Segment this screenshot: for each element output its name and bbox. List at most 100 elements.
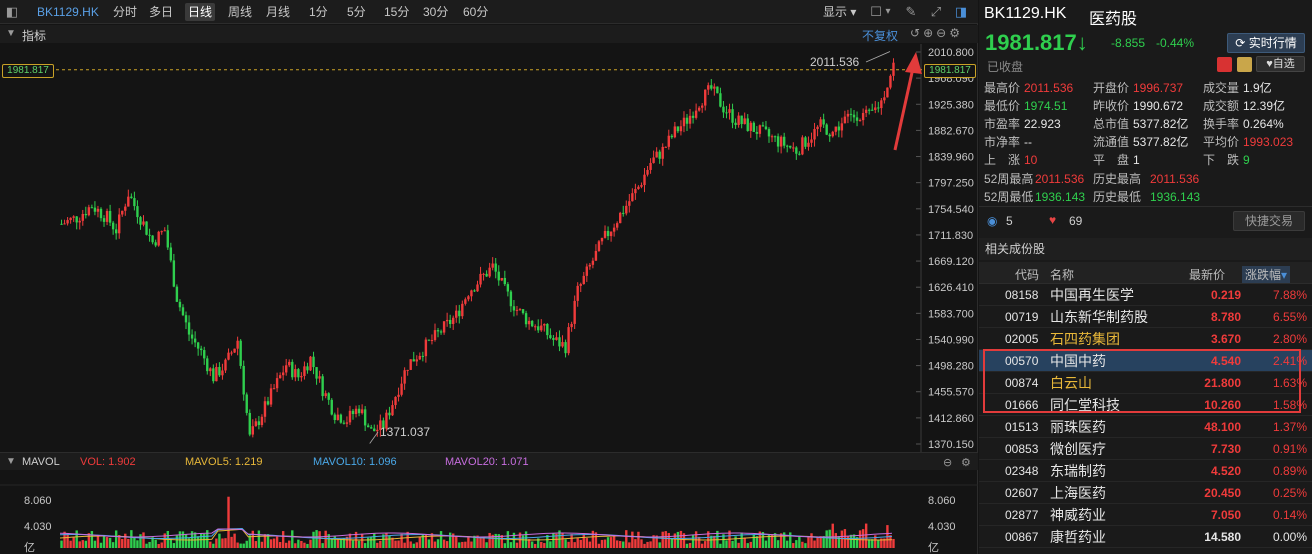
col-price[interactable]: 最新价: [1189, 266, 1225, 283]
period-tab-0[interactable]: 分时: [110, 3, 140, 21]
volume-bar-item: [285, 543, 287, 548]
volume-bar-item: [428, 539, 430, 548]
candle-body: [252, 426, 254, 434]
collapse-icon[interactable]: ▼: [6, 28, 16, 39]
zoom-in-icon[interactable]: ⊕: [923, 26, 936, 40]
table-row[interactable]: 02877 神威药业 7.050 0.14%: [979, 504, 1312, 526]
volume-bar-item: [631, 532, 633, 548]
period-tab-8[interactable]: 30分: [420, 3, 451, 21]
candle-body: [167, 230, 169, 247]
pen-icon[interactable]: ✎: [903, 4, 919, 20]
candle-body: [710, 85, 712, 88]
stat-value: 0.264%: [1243, 116, 1284, 133]
table-row[interactable]: 00853 微创医疗 7.730 0.91%: [979, 438, 1312, 460]
candle-body: [321, 376, 323, 396]
volume-bar-item: [215, 539, 217, 548]
kline-chart[interactable]: 2010.8001968.0901925.3801882.6701839.960…: [0, 0, 978, 554]
volume-bar-item: [613, 536, 615, 548]
volume-bar-item: [601, 540, 603, 548]
col-code[interactable]: 代码: [1015, 266, 1039, 283]
period-tab-7[interactable]: 15分: [381, 3, 412, 21]
volume-bar-item: [583, 533, 585, 548]
row-pct: 1.37%: [1243, 416, 1307, 438]
candle-body: [683, 118, 685, 127]
table-row[interactable]: 00874 白云山 21.800 1.63%: [979, 372, 1312, 394]
candle-body: [394, 397, 396, 405]
heart-icon[interactable]: ♥: [1049, 213, 1056, 227]
col-pct[interactable]: 涨跌幅▾: [1242, 266, 1290, 283]
volume-bar-item: [324, 531, 326, 548]
candle-body: [871, 110, 873, 111]
table-row[interactable]: 02348 东瑞制药 4.520 0.89%: [979, 460, 1312, 482]
layout-icon[interactable]: ◧: [4, 4, 20, 20]
row-pct: 6.55%: [1243, 306, 1307, 328]
col-name[interactable]: 名称: [1050, 266, 1074, 283]
candle-body: [218, 367, 220, 375]
table-row[interactable]: 08158 中国再生医学 0.219 7.88%: [979, 284, 1312, 306]
table-row[interactable]: 00570 中国中药 4.540 2.41%: [979, 350, 1312, 372]
candle-body: [188, 322, 190, 334]
candle-body: [403, 370, 405, 383]
table-row[interactable]: 01666 同仁堂科技 10.260 1.58%: [979, 394, 1312, 416]
watchlist-button[interactable]: ♥自选: [1256, 56, 1305, 72]
candle-body: [428, 340, 430, 341]
volume-bar-item: [577, 538, 579, 548]
mavol-line: [60, 529, 892, 537]
adjust-toggle[interactable]: 不复权: [862, 27, 898, 44]
display-dropdown[interactable]: 显示 ▾: [820, 3, 859, 21]
row-code: 00570: [1005, 350, 1038, 372]
stat-label: 最高价: [984, 80, 1020, 97]
volume-bar-item: [157, 544, 159, 548]
col-pct-label: 涨跌幅: [1245, 268, 1281, 282]
table-row[interactable]: 02005 石四药集团 3.670 2.80%: [979, 328, 1312, 350]
indicator-label[interactable]: 指标: [22, 27, 46, 44]
volume-bar-item: [331, 539, 333, 548]
volume-bar-item: [309, 540, 311, 548]
period-tab-6[interactable]: 5分: [344, 3, 369, 21]
period-tab-2[interactable]: 日线: [185, 3, 215, 21]
volume-bar-item: [744, 537, 746, 548]
volume-bar-item: [567, 542, 569, 548]
zoom-out-icon[interactable]: ⊖: [943, 456, 952, 469]
volume-bar-item: [801, 542, 803, 548]
table-row[interactable]: 00719 山东新华制药股 8.780 6.55%: [979, 306, 1312, 328]
realtime-quote-button[interactable]: ⟳ 实时行情: [1227, 33, 1305, 53]
expand-icon[interactable]: ⤢: [928, 4, 944, 20]
volume-bar-item: [106, 537, 108, 548]
mavol-label[interactable]: MAVOL: [22, 456, 60, 468]
collapse-icon[interactable]: ▼: [6, 456, 16, 467]
settings-icon[interactable]: ⚙: [949, 26, 963, 40]
candle-body: [437, 330, 439, 331]
panel-icon[interactable]: ◨: [953, 4, 969, 20]
volume-bar-item: [127, 539, 129, 548]
volume-bar-item: [516, 543, 518, 548]
period-tab-3[interactable]: 周线: [225, 3, 255, 21]
candle-body: [279, 375, 281, 378]
volume-bar-item: [485, 542, 487, 548]
table-row[interactable]: 00867 康哲药业 14.580 0.00%: [979, 526, 1312, 548]
candle-body: [540, 326, 542, 331]
high-leader-line: [866, 52, 890, 62]
table-row[interactable]: 01513 丽珠医药 48.100 1.37%: [979, 416, 1312, 438]
stat-label: 换手率: [1203, 116, 1239, 133]
table-row[interactable]: 02607 上海医药 20.450 0.25%: [979, 482, 1312, 504]
period-tab-1[interactable]: 多日: [146, 3, 176, 21]
period-tab-9[interactable]: 60分: [460, 3, 491, 21]
undo-icon[interactable]: ↺: [910, 26, 923, 40]
price-tick: 1370.150: [928, 439, 974, 451]
volume-bar-item: [637, 532, 639, 548]
zoom-out-icon[interactable]: ⊖: [936, 26, 949, 40]
quick-trade-button[interactable]: 快捷交易: [1233, 211, 1305, 231]
quote-change-pct: -0.44%: [1156, 36, 1194, 50]
candle-body: [598, 241, 600, 251]
period-tab-4[interactable]: 月线: [263, 3, 293, 21]
volume-bar-item: [731, 541, 733, 548]
settings-icon[interactable]: ⚙: [961, 456, 971, 469]
candle-body: [573, 301, 575, 324]
chevron-down-icon[interactable]: ▾: [880, 4, 896, 20]
candle-body: [464, 299, 466, 304]
period-tab-5[interactable]: 1分: [306, 3, 331, 21]
row-price: 8.780: [1157, 306, 1241, 328]
candle-body: [668, 136, 670, 147]
volume-bar-item: [619, 541, 621, 548]
